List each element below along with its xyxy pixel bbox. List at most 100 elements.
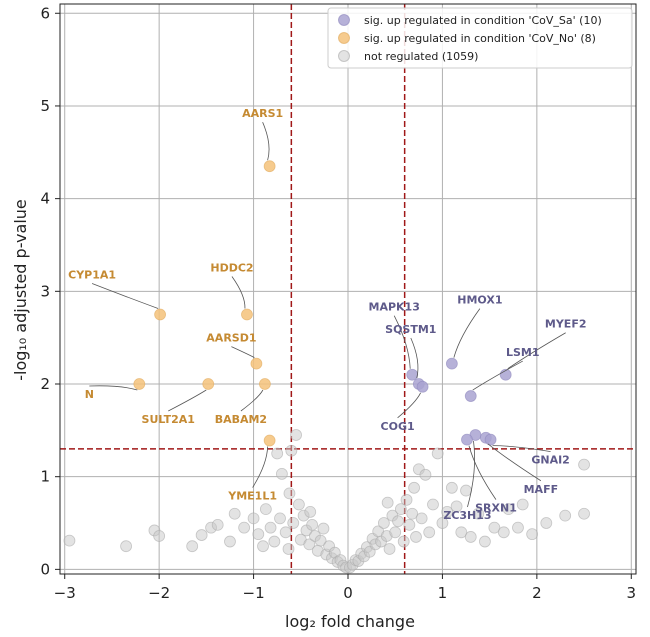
annotation-arrow [467, 440, 475, 508]
data-point [211, 518, 224, 531]
data-point [445, 357, 458, 370]
gene-label: HDDC2 [210, 261, 253, 274]
data-point [292, 498, 305, 511]
data-point [306, 518, 319, 531]
gene-label: CYP1A1 [68, 268, 116, 281]
data-point [263, 160, 276, 173]
gene-label: AARS1 [242, 107, 283, 120]
data-point [441, 506, 454, 518]
annotation-arrow [468, 445, 497, 500]
x-axis-label: log₂ fold change [285, 612, 415, 631]
data-point [436, 517, 449, 529]
data-point [410, 531, 422, 543]
data-point [276, 468, 288, 480]
data-point [416, 380, 429, 393]
data-point [427, 498, 439, 511]
axis-labels: log₂ fold change -log₁₀ adjusted p-value [11, 199, 415, 631]
data-point [133, 378, 146, 390]
data-point [383, 543, 396, 555]
gene-label: BABAM2 [215, 413, 267, 426]
data-points [63, 160, 590, 574]
annotation-arrow [89, 385, 138, 391]
data-point [516, 498, 529, 511]
y-axis-label: -log₁₀ adjusted p-value [11, 199, 30, 381]
data-point [423, 526, 436, 539]
data-point [202, 378, 215, 390]
data-point [224, 535, 236, 548]
gene-label: ZC3H13 [443, 509, 491, 522]
data-point [502, 503, 515, 516]
gene-label: SQSTM1 [385, 323, 436, 336]
data-point [228, 507, 241, 520]
legend-label: sig. up regulated in condition 'CoV_No' … [364, 32, 596, 45]
annotation-arrow [393, 315, 411, 369]
gene-label: GNAI2 [531, 454, 570, 467]
data-point [63, 534, 76, 547]
data-point [381, 496, 394, 509]
data-point [512, 521, 524, 534]
y-tick-label: 5 [40, 97, 50, 115]
gene-label: HMOX1 [457, 294, 502, 307]
data-point [120, 540, 132, 553]
data-point [268, 535, 281, 548]
data-point [578, 507, 590, 520]
annotation-arrow [410, 337, 419, 379]
data-point [578, 458, 590, 471]
data-point [445, 481, 458, 494]
annotation-arrow [397, 392, 421, 419]
data-point [250, 357, 263, 370]
data-point [247, 512, 260, 525]
data-point [304, 506, 317, 518]
gene-label: YME1L1 [227, 490, 277, 503]
annotation-arrow [472, 360, 523, 391]
data-point [394, 503, 407, 516]
data-point [241, 308, 253, 321]
data-point [406, 507, 419, 520]
x-tick-label: 1 [438, 584, 448, 602]
data-point [290, 429, 302, 441]
gene-label: MYEF2 [545, 318, 587, 331]
annotation-arrow [168, 389, 207, 412]
x-tick-label: −3 [54, 584, 76, 602]
data-point [400, 493, 413, 506]
data-point [419, 468, 432, 481]
data-point [464, 390, 477, 402]
legend-marker [338, 50, 350, 62]
data-point [287, 517, 300, 529]
data-point [408, 481, 420, 494]
data-point [460, 484, 472, 497]
data-point [455, 526, 468, 539]
annotation-arrow [507, 332, 566, 370]
data-point [263, 434, 276, 447]
annotation-arrow [492, 445, 551, 453]
x-tick-label: 2 [532, 584, 542, 602]
data-point [257, 540, 269, 553]
legend-label: sig. up regulated in condition 'CoV_Sa' … [364, 14, 602, 27]
data-point [314, 534, 327, 547]
gene-label: AARSD1 [206, 332, 256, 345]
data-point [274, 512, 286, 525]
data-point [450, 500, 463, 513]
data-point [264, 521, 277, 534]
data-point [259, 378, 271, 390]
data-point [461, 433, 473, 446]
gene-label: LSM1 [506, 346, 540, 359]
gene-annotations: HMOX1 MAPK13 SQSTM1 COG1 MYEF2 LSM1 ZC3H13SRXN… [68, 107, 586, 522]
data-point [406, 368, 419, 381]
annotation-arrow [487, 443, 542, 482]
data-point [472, 507, 485, 520]
gene-label: MAPK13 [369, 301, 420, 314]
y-tick-label: 1 [40, 468, 50, 486]
annotation-arrow [262, 122, 270, 161]
data-point [484, 433, 497, 446]
annotation-arrow [231, 276, 246, 309]
gene-label: SULT2A1 [142, 413, 195, 426]
annotation-arrow [252, 446, 269, 488]
x-tick-label: −1 [243, 584, 265, 602]
data-point [415, 512, 428, 525]
data-point [195, 529, 208, 541]
annotation-arrow [453, 308, 481, 358]
data-point [283, 487, 296, 500]
legend-label: not regulated (1059) [364, 50, 478, 63]
legend-box [327, 7, 633, 69]
